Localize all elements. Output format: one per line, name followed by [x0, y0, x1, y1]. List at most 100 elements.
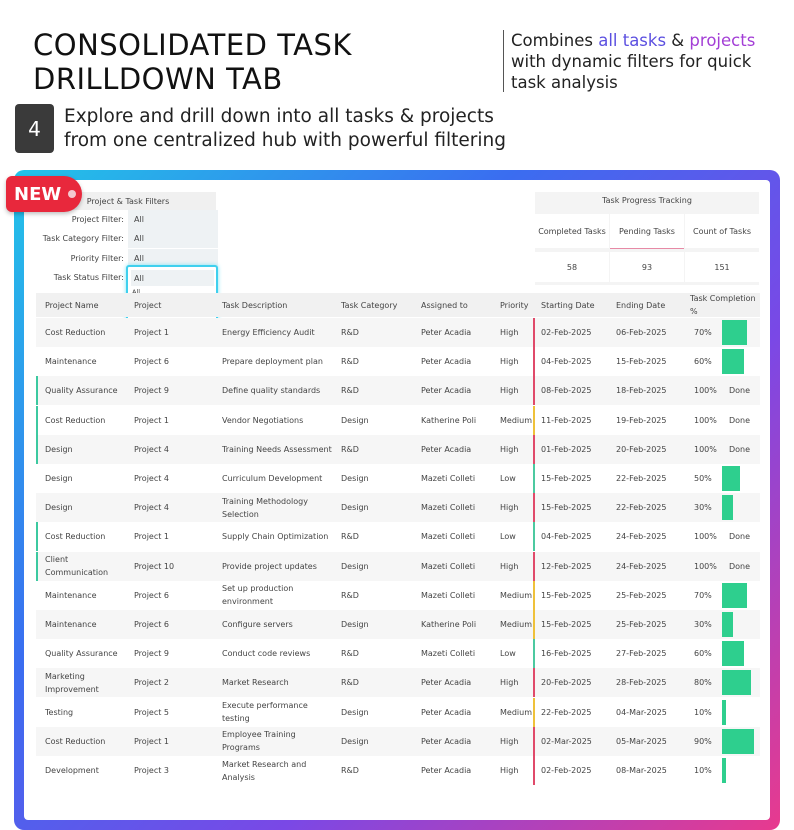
filter-label: Task Status Filter: — [53, 272, 124, 282]
status: Done — [729, 415, 751, 425]
completion-percent: 70% — [694, 590, 712, 600]
row-bg — [36, 522, 760, 552]
filter-value[interactable]: All — [128, 229, 218, 249]
row-flag — [36, 376, 38, 406]
column-header: Assigned to — [421, 300, 468, 310]
table-cell: Maintenance — [45, 590, 97, 600]
step-line: Explore and drill down into all tasks & … — [64, 106, 494, 127]
table-cell: Design — [341, 620, 369, 629]
table-cell: Conduct code reviews — [222, 649, 311, 659]
completion-bar — [722, 670, 751, 696]
table-cell: High — [500, 328, 519, 337]
table-cell: R&D — [341, 386, 359, 396]
priority-marker — [533, 697, 535, 727]
table-cell: Maintenance — [45, 620, 97, 629]
table-cell: Design — [341, 503, 369, 513]
completion-bar — [722, 728, 755, 754]
table-cell: Medium — [500, 590, 532, 600]
table-cell: Energy Efficiency Audit — [222, 328, 315, 337]
title-line: DRILLDOWN TAB — [33, 62, 283, 96]
priority-marker — [533, 610, 535, 639]
table-cell: Mazeti Colleti — [421, 532, 476, 542]
table-cell: Peter Acadia — [421, 386, 472, 396]
completion-bar — [722, 349, 744, 375]
priority-marker — [533, 668, 535, 698]
dropdown-selected: All — [131, 270, 214, 286]
table-cell: Low — [500, 649, 516, 659]
badge-hole — [68, 190, 76, 198]
table-cell: Testing — [45, 707, 74, 717]
table-cell: 05-Mar-2025 — [616, 736, 667, 746]
table-cell: Project 6 — [134, 357, 170, 367]
row-bg — [36, 551, 760, 581]
table-cell: 04-Feb-2025 — [541, 357, 592, 367]
table-cell: Peter Acadia — [421, 328, 472, 337]
table-cell: High — [500, 561, 519, 571]
filter-value[interactable]: All — [128, 248, 218, 268]
table-cell: Low — [500, 474, 516, 483]
completion-percent: 60% — [694, 357, 712, 367]
row-bg — [36, 580, 760, 610]
table-cell: R&D — [341, 678, 359, 688]
completion-bar — [722, 612, 733, 637]
tagline: Combines all tasks & projects with dynam… — [511, 30, 781, 93]
tagline-highlight: projects — [689, 31, 756, 50]
completion-percent: 30% — [694, 620, 712, 629]
table-cell: 22-Feb-2025 — [616, 474, 667, 483]
table-cell: Client Communication — [45, 555, 109, 578]
table-cell: Project 4 — [134, 503, 170, 513]
table-cell: Project 4 — [134, 444, 170, 454]
divider — [503, 30, 504, 92]
table-cell: Peter Acadia — [421, 444, 472, 454]
table-cell: R&D — [341, 766, 359, 775]
completion-percent: 90% — [694, 736, 712, 746]
completion-percent: 50% — [694, 474, 712, 483]
table-cell: Medium — [500, 707, 532, 717]
table-cell: 25-Feb-2025 — [616, 620, 667, 629]
priority-marker — [533, 522, 535, 552]
filter-label: Project Filter: — [71, 215, 124, 224]
completion-percent: 100% — [694, 386, 717, 396]
table-cell: Project 1 — [134, 736, 170, 746]
filter-value[interactable]: All — [128, 210, 218, 229]
table-cell: Training Methodology Selection — [222, 496, 308, 519]
table-cell: 24-Feb-2025 — [616, 532, 667, 542]
table-cell: Medium — [500, 620, 532, 629]
table-cell: Training Needs Assessment — [222, 444, 332, 454]
row-flag — [36, 522, 38, 552]
table-cell: Peter Acadia — [421, 357, 472, 367]
table-cell: R&D — [341, 590, 359, 600]
completion-percent: 100% — [694, 561, 717, 571]
table-cell: 04-Mar-2025 — [616, 707, 667, 717]
table-cell: Medium — [500, 415, 532, 425]
table-cell: Katherine Poli — [421, 620, 477, 629]
completion-percent: 100% — [694, 415, 717, 425]
table-cell: 19-Feb-2025 — [616, 415, 667, 425]
table-cell: Mazeti Colleti — [421, 590, 476, 600]
row-bg — [36, 610, 760, 639]
table-cell: Provide project updates — [222, 561, 317, 571]
table-cell: High — [500, 386, 519, 396]
table-cell: Quality Assurance — [45, 649, 118, 659]
priority-marker — [533, 347, 535, 377]
row-bg — [36, 756, 760, 785]
table-cell: Project 4 — [134, 474, 170, 483]
filter-title: Project & Task Filters — [86, 196, 170, 206]
completion-percent: 100% — [694, 532, 717, 542]
tracking-column: Count of Tasks — [685, 214, 759, 248]
dropdown-option[interactable]: All — [132, 288, 141, 296]
table-cell: Maintenance — [45, 357, 97, 367]
table-cell: Design — [45, 474, 73, 483]
table-cell: 28-Feb-2025 — [616, 678, 667, 688]
table-cell: High — [500, 503, 519, 513]
title: CONSOLIDATED TASK DRILLDOWN TAB — [33, 28, 352, 96]
table-cell: R&D — [341, 444, 359, 454]
priority-marker — [533, 318, 535, 347]
table-cell: 15-Feb-2025 — [541, 474, 592, 483]
row-bg — [36, 405, 760, 435]
table-cell: Peter Acadia — [421, 678, 472, 688]
table-cell: R&D — [341, 532, 359, 542]
table-cell: Mazeti Colleti — [421, 649, 476, 659]
row-flag — [36, 405, 38, 435]
table-cell: 11-Feb-2025 — [541, 415, 592, 425]
